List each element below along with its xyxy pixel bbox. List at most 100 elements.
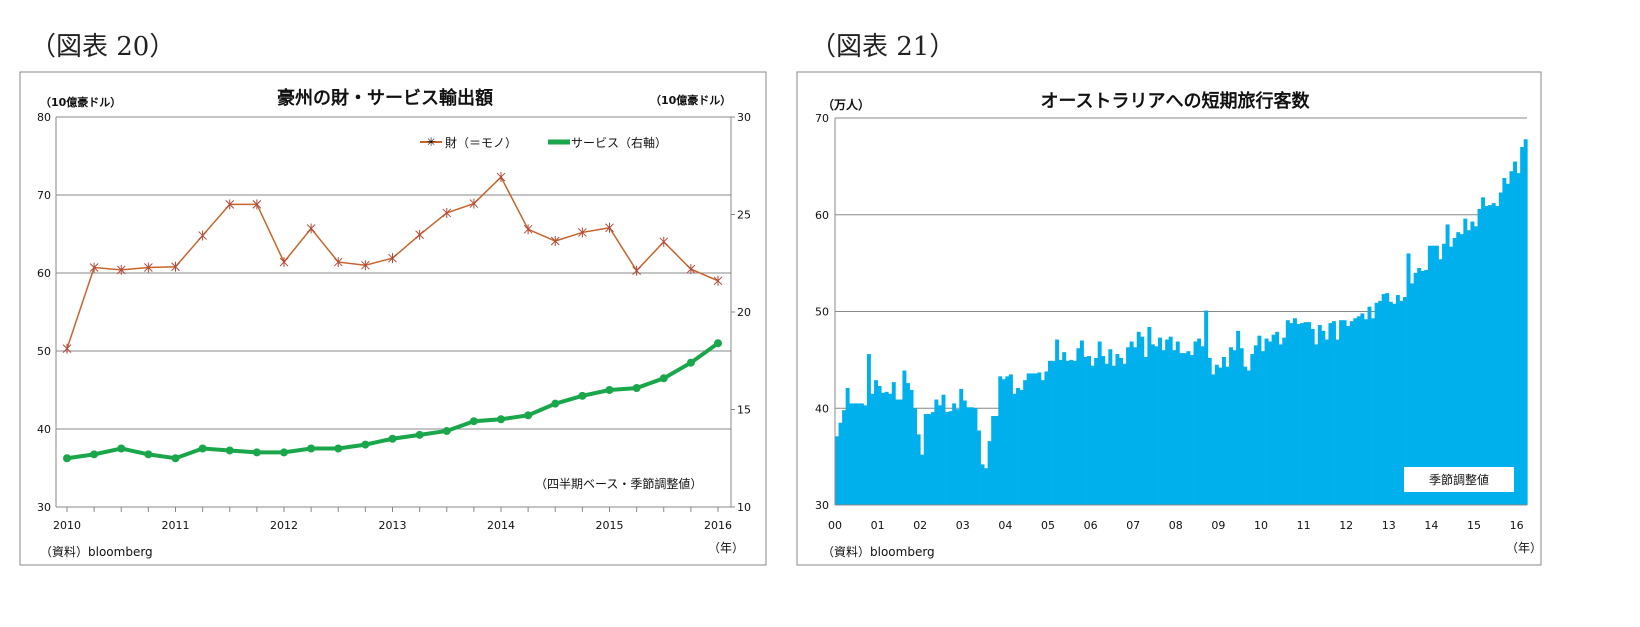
services-point xyxy=(469,417,478,426)
bar xyxy=(909,389,914,505)
bar xyxy=(998,376,1003,505)
bar xyxy=(1356,316,1361,505)
y-tick-label: 60 xyxy=(815,209,829,222)
bar xyxy=(948,411,953,505)
legend-label: 季節調整値 xyxy=(1429,472,1489,487)
x-tick-label: 10 xyxy=(1254,519,1268,532)
bar xyxy=(1207,357,1212,505)
bar xyxy=(1264,338,1269,505)
bar xyxy=(1051,360,1056,505)
bar xyxy=(1193,341,1198,505)
y-axis-label: （10億豪ドル） xyxy=(40,95,121,109)
y2-tick-label: 10 xyxy=(737,501,751,514)
bar xyxy=(973,408,978,505)
bar xyxy=(1292,318,1297,505)
bar xyxy=(1449,246,1454,506)
bar xyxy=(1111,365,1116,505)
x-tick-label: 2014 xyxy=(487,519,515,532)
y-tick-label: 40 xyxy=(37,423,51,436)
y2-tick-label: 25 xyxy=(737,209,751,222)
bar xyxy=(994,415,999,505)
x-tick-label: 2013 xyxy=(379,519,407,532)
bar xyxy=(1502,177,1507,506)
goods-point xyxy=(171,261,180,272)
bar xyxy=(842,410,847,505)
goods-point xyxy=(361,260,370,271)
bar xyxy=(1182,353,1187,505)
bar xyxy=(1285,320,1290,505)
goods-point xyxy=(659,236,669,247)
bar xyxy=(927,414,932,505)
bar xyxy=(902,370,907,505)
bar xyxy=(1229,347,1233,505)
bar xyxy=(1033,373,1038,505)
bar xyxy=(1094,357,1099,505)
goods-point xyxy=(605,222,614,233)
bar xyxy=(1321,330,1326,505)
bar xyxy=(1016,387,1020,505)
bar xyxy=(1363,319,1368,505)
bar xyxy=(1197,338,1202,505)
bar xyxy=(1062,352,1067,505)
bar xyxy=(891,382,896,505)
x-tick-label: 16 xyxy=(1510,519,1524,532)
bar xyxy=(1268,341,1273,505)
goods-point xyxy=(469,198,479,209)
bar xyxy=(1190,355,1194,505)
bar xyxy=(913,408,918,505)
bar xyxy=(1509,171,1514,505)
bar xyxy=(1236,330,1241,505)
x-tick-label: 03 xyxy=(956,519,970,532)
bar xyxy=(1253,345,1258,505)
y-tick-label: 30 xyxy=(815,499,829,512)
services-point xyxy=(144,450,153,459)
bar xyxy=(1278,344,1283,505)
bar xyxy=(1115,354,1120,505)
bar xyxy=(1491,203,1496,505)
bar xyxy=(1470,221,1475,505)
bar xyxy=(1079,340,1084,505)
services-point xyxy=(497,415,505,424)
bar xyxy=(952,403,957,505)
bar xyxy=(1026,373,1031,505)
services-point xyxy=(361,440,370,449)
bar xyxy=(1300,323,1304,505)
bar xyxy=(1307,322,1312,505)
services-point xyxy=(252,448,261,457)
bar xyxy=(959,388,964,505)
bar xyxy=(906,383,910,505)
bar xyxy=(1069,359,1074,505)
y2-tick-label: 30 xyxy=(737,111,751,124)
gridlines xyxy=(56,116,731,430)
bar xyxy=(920,454,925,505)
bar xyxy=(1030,373,1035,505)
bar xyxy=(955,409,960,505)
bar xyxy=(1523,139,1528,505)
bar xyxy=(845,387,850,505)
bar xyxy=(1353,318,1358,505)
goods-point xyxy=(89,262,99,273)
bar xyxy=(1136,331,1141,505)
bar xyxy=(1303,322,1308,505)
bar xyxy=(1037,372,1042,505)
bar xyxy=(969,407,974,505)
bar xyxy=(1040,380,1045,505)
y-tick-label: 50 xyxy=(37,345,51,358)
bar xyxy=(1481,197,1486,505)
bar xyxy=(1324,339,1329,505)
bar xyxy=(898,399,903,505)
bar xyxy=(1371,318,1375,505)
bar xyxy=(1087,356,1091,505)
bar xyxy=(1520,147,1525,505)
bar xyxy=(1367,306,1372,505)
x-tick-label: 2011 xyxy=(162,519,190,532)
x-tick-label: 12 xyxy=(1339,519,1353,532)
bar xyxy=(1275,331,1280,505)
bar xyxy=(1065,360,1070,505)
bar xyxy=(866,354,871,505)
x-tick-label: 01 xyxy=(871,519,885,532)
goods-point xyxy=(686,264,696,275)
x-tick-label: 09 xyxy=(1211,519,1225,532)
bar xyxy=(1431,245,1436,505)
bar xyxy=(1378,300,1383,505)
